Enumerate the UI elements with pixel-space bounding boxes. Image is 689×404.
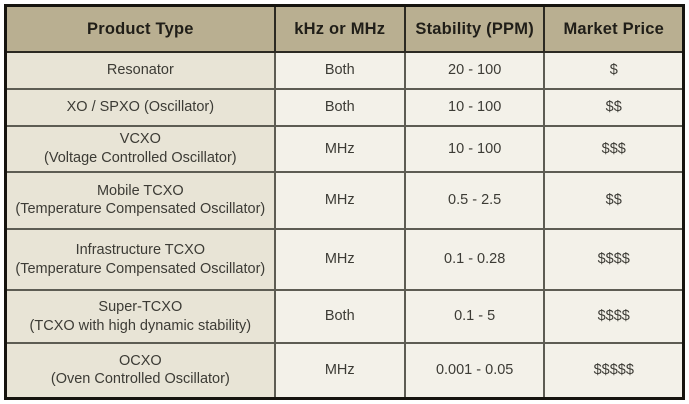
product-subtitle: (Temperature Compensated Oscillator) <box>15 260 266 277</box>
freq-cell: MHz <box>273 341 406 400</box>
product-name: OCXO <box>118 352 162 369</box>
stability-cell: 0.5 - 2.5 <box>403 171 546 230</box>
price-cell: $$$$ <box>543 227 685 292</box>
product-name: Infrastructure TCXO <box>75 241 206 258</box>
table-row-xo-spxo: XO / SPXO (Oscillator) Both 10 - 100 $$ <box>4 88 685 127</box>
table-row-vcxo: VCXO (Voltage Controlled Oscillator) MHz… <box>4 124 685 174</box>
freq-cell: MHz <box>273 227 406 292</box>
table-row-ocxo: OCXO (Oven Controlled Oscillator) MHz 0.… <box>4 341 685 400</box>
product-subtitle: (Oven Controlled Oscillator) <box>50 371 230 388</box>
price-cell: $$ <box>543 171 685 230</box>
product-cell: Infrastructure TCXO (Temperature Compens… <box>4 227 276 292</box>
price-cell: $ <box>543 50 685 91</box>
product-cell: Mobile TCXO (Temperature Compensated Osc… <box>4 171 276 230</box>
product-cell: XO / SPXO (Oscillator) <box>4 88 276 127</box>
table-row-mobile-tcxo: Mobile TCXO (Temperature Compensated Osc… <box>4 171 685 230</box>
product-name: VCXO <box>119 131 161 148</box>
product-name: XO / SPXO (Oscillator) <box>66 99 215 116</box>
freq-cell: Both <box>273 88 406 127</box>
freq-cell: Both <box>273 50 406 91</box>
header-product-type: Product Type <box>4 4 276 53</box>
product-subtitle: (Temperature Compensated Oscillator) <box>15 201 266 218</box>
product-cell: Super-TCXO (TCXO with high dynamic stabi… <box>4 289 276 344</box>
product-cell: VCXO (Voltage Controlled Oscillator) <box>4 124 276 174</box>
header-stability-ppm: Stability (PPM) <box>403 4 546 53</box>
stability-cell: 0.1 - 0.28 <box>403 227 546 292</box>
product-cell: OCXO (Oven Controlled Oscillator) <box>4 341 276 400</box>
price-cell: $$$ <box>543 124 685 174</box>
stability-cell: 20 - 100 <box>403 50 546 91</box>
stability-cell: 0.1 - 5 <box>403 289 546 344</box>
header-row: Product Type kHz or MHz Stability (PPM) … <box>4 4 685 53</box>
product-name: Mobile TCXO <box>96 182 184 199</box>
stability-cell: 10 - 100 <box>403 124 546 174</box>
product-comparison-table: Product Type kHz or MHz Stability (PPM) … <box>4 4 685 400</box>
price-cell: $$ <box>543 88 685 127</box>
price-cell: $$$$$ <box>543 341 685 400</box>
table-row-super-tcxo: Super-TCXO (TCXO with high dynamic stabi… <box>4 289 685 344</box>
price-cell: $$$$ <box>543 289 685 344</box>
freq-cell: Both <box>273 289 406 344</box>
freq-cell: MHz <box>273 124 406 174</box>
stability-cell: 0.001 - 0.05 <box>403 341 546 400</box>
product-subtitle: (TCXO with high dynamic stability) <box>29 317 252 334</box>
product-name: Super-TCXO <box>98 298 183 315</box>
table-row-resonator: Resonator Both 20 - 100 $ <box>4 50 685 91</box>
header-market-price: Market Price <box>543 4 685 53</box>
product-cell: Resonator <box>4 50 276 91</box>
freq-cell: MHz <box>273 171 406 230</box>
product-subtitle: (Voltage Controlled Oscillator) <box>44 149 237 166</box>
header-khz-or-mhz: kHz or MHz <box>273 4 406 53</box>
stability-cell: 10 - 100 <box>403 88 546 127</box>
table-row-infrastructure-tcxo: Infrastructure TCXO (Temperature Compens… <box>4 227 685 292</box>
product-name: Resonator <box>106 62 174 79</box>
